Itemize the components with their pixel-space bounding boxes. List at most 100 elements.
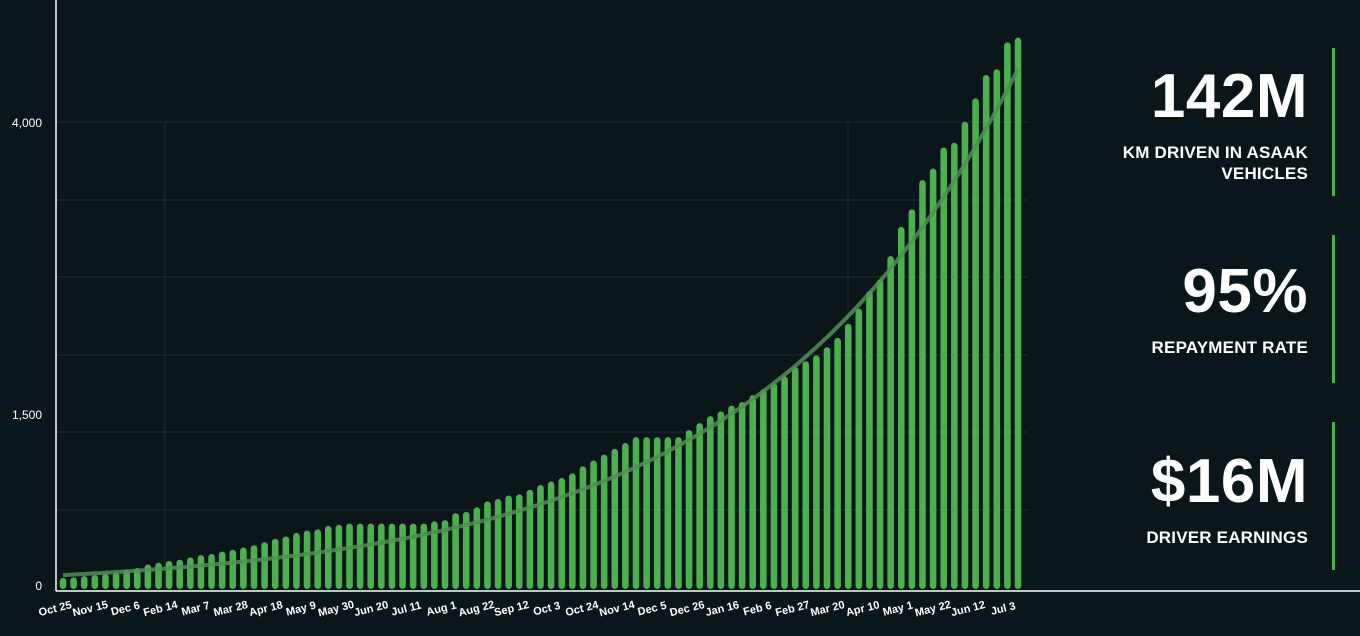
bar [452, 513, 459, 589]
bar [951, 142, 958, 590]
bar [876, 279, 884, 589]
bar [335, 524, 343, 589]
bar [378, 523, 385, 589]
bar [420, 523, 428, 589]
x-tick-label: Nov 15 [71, 599, 109, 619]
bar [537, 485, 544, 589]
bar [250, 545, 258, 589]
bar [346, 523, 353, 589]
bar [229, 549, 237, 589]
bar [176, 559, 184, 589]
x-tick-label: Feb 6 [742, 600, 773, 619]
bar [972, 98, 979, 590]
bar [441, 520, 449, 589]
bar [356, 523, 364, 589]
bar [590, 460, 597, 589]
bar [982, 75, 990, 590]
x-tick-label: Apr 18 [248, 599, 284, 619]
bar [314, 529, 321, 589]
bar [940, 147, 948, 589]
bar [367, 523, 375, 589]
bar [102, 573, 109, 589]
y-tick-label: 4,000 [12, 116, 42, 130]
bar [187, 557, 194, 589]
bar [484, 501, 491, 589]
bar [738, 402, 746, 589]
bar [123, 569, 130, 589]
bar [908, 209, 916, 589]
bar [855, 308, 863, 589]
x-tick-label: Aug 22 [457, 599, 496, 620]
bar [696, 423, 703, 589]
bar [675, 437, 682, 589]
bar [632, 437, 640, 589]
x-tick-label: May 9 [285, 600, 318, 619]
bar [155, 562, 162, 589]
bar [749, 395, 757, 589]
x-tick-label: Oct 3 [532, 600, 562, 618]
y-tick-labels: 0 1,500 4,000 [12, 116, 42, 593]
bar [866, 291, 873, 589]
bar [929, 168, 937, 590]
x-tick-label: Dec 5 [636, 600, 667, 619]
stat-value: 95% [1182, 257, 1308, 326]
bar [993, 69, 1001, 589]
bar [919, 180, 926, 590]
stat-label: DRIVER EARNINGS [1146, 528, 1308, 547]
bar [324, 525, 332, 589]
bar [91, 574, 99, 589]
stat-repayment-rate: 95% REPAYMENT RATE [1088, 261, 1308, 358]
stat-divider-2 [1332, 235, 1335, 383]
bar [611, 448, 619, 589]
bar [282, 536, 290, 589]
bar [197, 555, 205, 589]
bar [547, 481, 555, 589]
bar [409, 523, 417, 589]
stat-divider-3 [1332, 422, 1335, 570]
bars [59, 37, 1022, 590]
bar [388, 523, 396, 589]
bar [218, 551, 226, 589]
bar [293, 532, 300, 589]
bar [961, 121, 969, 590]
bar [240, 547, 247, 589]
bar [271, 538, 279, 589]
y-tick-label: 0 [35, 579, 42, 593]
stat-label: REPAYMENT RATE [1151, 338, 1308, 357]
bar [706, 416, 714, 589]
bar [1004, 42, 1011, 589]
x-tick-label: May 1 [882, 600, 915, 619]
x-tick-label: Apr 10 [845, 599, 881, 619]
bar [133, 567, 141, 589]
bar [505, 495, 512, 589]
bar [579, 466, 587, 589]
bar [622, 442, 629, 589]
x-tick-label: May 30 [317, 599, 356, 620]
x-tick-label: Mar 20 [809, 599, 846, 619]
x-tick-label: Aug 1 [425, 600, 458, 619]
bar [802, 361, 810, 589]
bar [261, 542, 268, 589]
bar [728, 405, 735, 589]
x-tick-label: Jul 11 [390, 600, 423, 619]
bar [399, 523, 406, 589]
trend-line [62, 68, 1020, 578]
bar [770, 383, 778, 589]
stat-value: $16M [1150, 447, 1308, 516]
bar [653, 437, 661, 589]
x-tick-label: Jul 3 [990, 600, 1017, 618]
bar [791, 367, 799, 589]
bar [494, 499, 502, 589]
x-tick-label: Feb 14 [142, 599, 180, 619]
x-tick-label: Jun 12 [950, 599, 987, 619]
bar [813, 355, 820, 589]
x-tick-label: Jun 20 [353, 599, 390, 619]
bar [59, 577, 67, 589]
bar [897, 226, 905, 589]
bar [834, 337, 841, 589]
bar [823, 347, 831, 589]
bar [569, 473, 576, 589]
stat-label: KM DRIVEN IN ASAAK VEHICLES [1122, 143, 1308, 183]
